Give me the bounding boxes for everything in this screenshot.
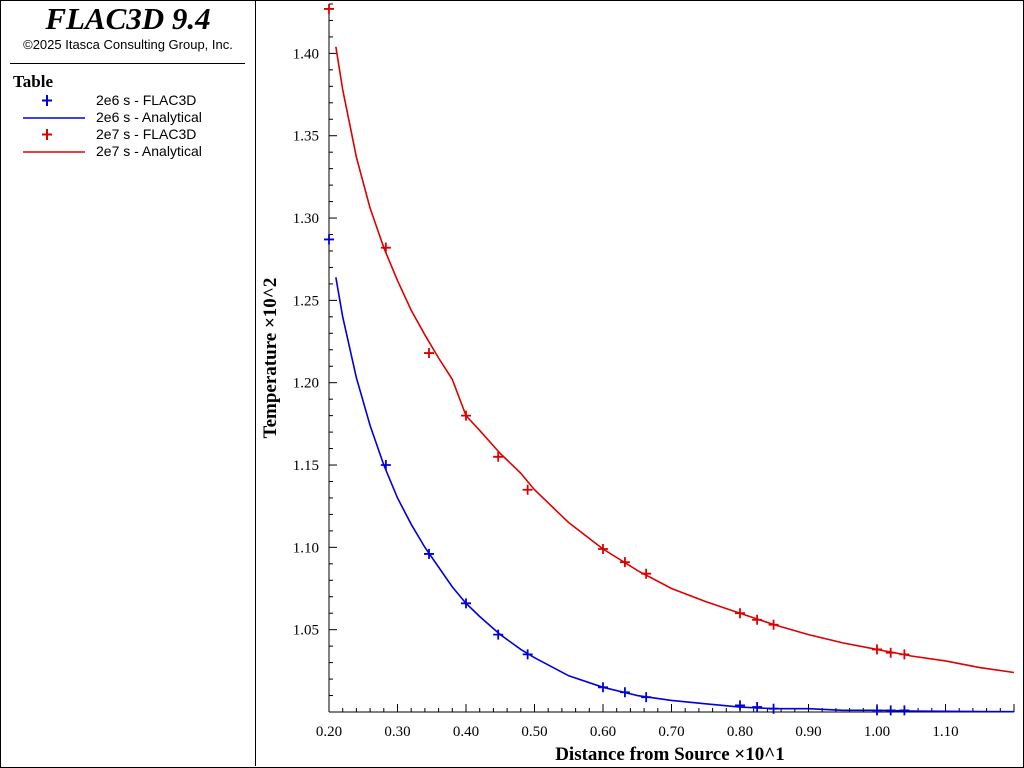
y-tick-label: 1.10 — [293, 540, 319, 556]
plus-marker — [424, 348, 435, 359]
series-line-2e6-s-analytical — [335, 277, 1015, 713]
legend-title: Table — [13, 72, 54, 91]
plus-marker — [735, 700, 745, 711]
x-tick-label: 0.40 — [453, 724, 479, 740]
x-tick-label: 0.20 — [316, 724, 342, 740]
legend-item-2e6-analytical[interactable]: 2e6 s - Analytical — [18, 109, 248, 126]
legend-item-2e7-flac3d[interactable]: 2e7 s - FLAC3D — [18, 126, 248, 143]
x-tick-label: 0.50 — [521, 724, 547, 740]
plus-marker — [493, 451, 504, 462]
y-tick-label: 1.25 — [293, 293, 319, 309]
y-tick-label: 1.30 — [293, 211, 319, 227]
legend-item-label: 2e6 s - Analytical — [96, 109, 202, 125]
plus-marker — [522, 484, 533, 495]
axes: 0.20 0.30 0.40 0.50 0.60 0.70 0.80 0.90 1.00 1.10… — [293, 3, 1015, 740]
plus-marker — [493, 629, 504, 640]
series-layer — [324, 3, 1015, 716]
app-title: FLAC3D 9.4 — [45, 1, 211, 36]
y-tick-label: 1.05 — [293, 623, 319, 639]
x-tick-label: 0.90 — [795, 724, 821, 740]
title-divider — [10, 63, 245, 64]
series-markers-2e7-s-flac3d — [324, 3, 910, 660]
plus-marker-icon — [42, 95, 52, 106]
line-swatch-icon — [23, 117, 85, 119]
x-tick-label: 0.70 — [658, 724, 684, 740]
series-line-2e7-s-analytical — [335, 46, 1015, 674]
legend-item-label: 2e7 s - Analytical — [96, 143, 202, 159]
plus-marker-icon — [42, 129, 52, 140]
plus-marker — [324, 3, 334, 14]
legend-item-2e6-flac3d[interactable]: 2e6 s - FLAC3D — [18, 92, 248, 109]
chart-area[interactable]: 0.20 0.30 0.40 0.50 0.60 0.70 0.80 0.90 1.00 1.10… — [256, 0, 1022, 766]
y-tick-label: 1.40 — [293, 46, 319, 62]
x-tick-label: 0.30 — [384, 724, 410, 740]
y-tick-label: 1.20 — [293, 376, 319, 392]
y-axis-title: Temperature ×10^2 — [260, 278, 281, 439]
legend-item-label: 2e7 s - FLAC3D — [96, 126, 197, 142]
y-tick-label: 1.35 — [293, 129, 319, 145]
x-tick-label: 1.10 — [932, 724, 958, 740]
x-tick-label: 0.80 — [727, 724, 753, 740]
x-tick-label: 0.60 — [590, 724, 616, 740]
x-tick-label: 1.00 — [864, 724, 890, 740]
legend-item-label: 2e6 s - FLAC3D — [96, 92, 197, 108]
line-swatch-icon — [23, 151, 85, 153]
x-axis-title: Distance from Source ×10^1 — [555, 744, 785, 765]
series-markers-2e6-s-flac3d — [324, 234, 910, 716]
legend-item-2e7-analytical[interactable]: 2e7 s - Analytical — [18, 143, 248, 160]
legend-panel: FLAC3D 9.4 ©2025 Itasca Consulting Group… — [0, 0, 256, 766]
y-tick-label: 1.15 — [293, 458, 319, 474]
copyright-notice: ©2025 Itasca Consulting Group, Inc. — [23, 37, 233, 52]
plus-marker — [324, 234, 334, 245]
